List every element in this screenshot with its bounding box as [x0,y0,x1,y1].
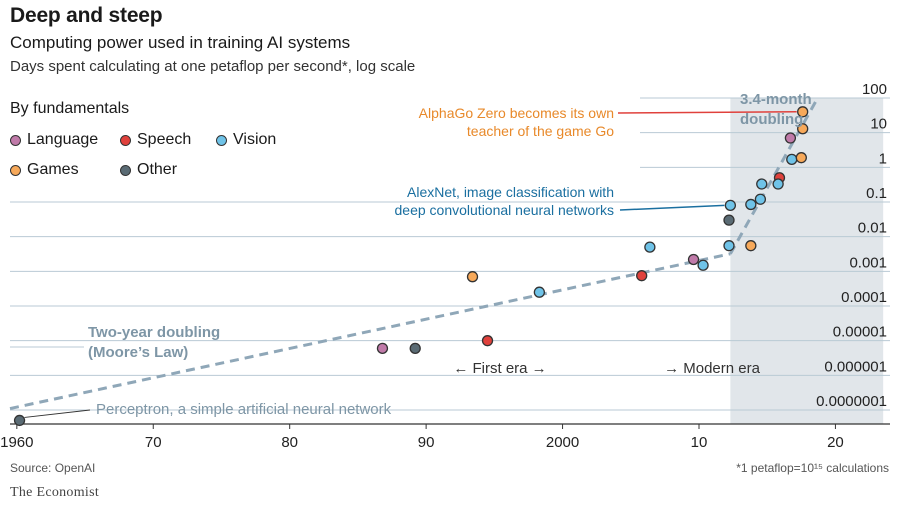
legend-label-vision: Vision [233,131,277,148]
legend-item-other: Other [120,161,177,179]
y-tick-label: 0.0000001 [816,393,887,410]
legend-label-games: Games [27,161,79,178]
data-point-speech [636,270,648,282]
alphago-pointer [617,111,797,114]
data-point-language [687,253,700,266]
brand-logo: The Economist [10,485,100,500]
data-point-other [723,214,735,226]
legend-label-language: Language [27,131,99,148]
x-tick-label: 2000 [546,434,579,451]
data-point-games [466,271,479,283]
data-point-vision [786,153,798,165]
legend-dot-speech [120,134,131,146]
data-point-games [745,240,757,252]
moore-label-line2: (Moore’s Law) [88,344,188,361]
data-point-vision [756,178,768,190]
alexnet-label-line1: AlexNet, image classification with [407,184,614,200]
source-note: Source: OpenAI [10,461,96,475]
y-tick-label: 0.1 [866,185,887,202]
legend-item-language: Language [10,131,98,149]
legend-label-speech: Speech [137,131,192,148]
y-tick-label: 1 [879,150,887,167]
data-point-vision [644,241,656,253]
legend-item-games: Games [10,161,79,179]
moore-trend-line [9,252,731,411]
x-tick-label: 70 [145,434,162,451]
data-point-vision [697,259,709,271]
data-point-vision [754,193,767,205]
legend-dot-language [10,134,21,146]
data-point-vision [533,286,546,298]
data-point-vision [723,240,735,252]
y-tick-label: 0.00001 [833,324,887,341]
y-tick-label: 0.0001 [841,289,887,306]
data-point-language [376,342,389,355]
y-tick-label: 100 [862,81,887,98]
data-point-other [13,414,26,427]
legend-label-other: Other [137,161,178,178]
data-point-games [795,152,807,164]
legend-dot-games [10,164,21,176]
data-point-games [797,123,809,135]
data-point-games [797,106,809,118]
x-tick-label: 1960 [0,434,33,451]
legend-dot-vision [216,134,227,146]
fast-label-line2: doubling [740,111,803,128]
chart-subsubtitle: Days spent calculating at one petaflop p… [10,58,416,75]
fast-label-line1: 3.4-month [740,91,812,108]
legend-dot-other [120,164,131,176]
x-tick-label: 80 [281,434,298,451]
y-tick-label: 0.01 [858,220,887,237]
first-era-label: ← First era → [453,360,546,377]
footnote: *1 petaflop=10¹⁵ calculations [736,461,889,475]
data-point-vision [745,198,757,211]
y-tick-label: 0.000001 [824,358,887,375]
modern-era-label: → Modern era [664,360,761,377]
perceptron-label: Perceptron, a simple artificial neural n… [96,401,392,418]
data-point-language [784,132,797,144]
y-tick-label: 0.001 [849,254,887,271]
chart-title: Deep and steep [10,4,163,27]
modern-era-band [730,98,884,424]
legend-item-vision: Vision [216,131,276,149]
data-point-speech [481,335,494,347]
alphago-label-line2: teacher of the game Go [467,123,614,139]
x-tick-label: 10 [691,434,708,451]
legend-item-speech: Speech [120,131,191,149]
x-tick-label: 90 [418,434,435,451]
alphago-label-line1: AlphaGo Zero becomes its own [419,105,614,121]
alexnet-label-line2: deep convolutional neural networks [395,202,614,218]
chart-subtitle: Computing power used in training AI syst… [10,33,351,52]
data-point-other [409,342,421,355]
data-point-vision [772,178,784,190]
moore-label-line1: Two-year doubling [88,324,220,341]
perceptron-pointer [24,409,91,418]
alexnet-pointer [619,204,725,211]
x-tick-label: 20 [827,434,844,451]
data-point-vision [724,199,737,212]
y-tick-label: 10 [870,116,887,133]
legend-title: By fundamentals [10,100,130,117]
